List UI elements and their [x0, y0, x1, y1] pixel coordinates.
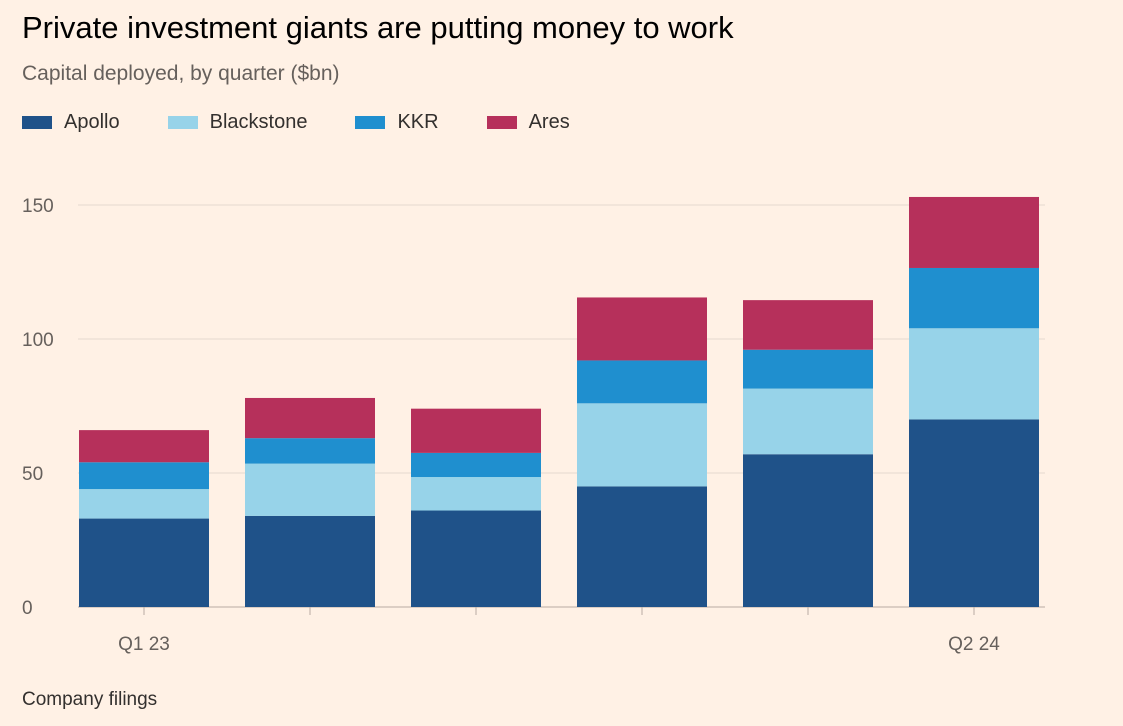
bar-blackstone-q1-24	[743, 388, 873, 455]
bar-ares-q2-23	[245, 397, 375, 439]
legend-label-kkr: KKR	[397, 111, 439, 133]
y-tick-label-50: 50	[22, 464, 43, 485]
bar-blackstone-q4-23	[577, 403, 707, 487]
y-tick-label-100: 100	[22, 330, 54, 351]
legend-swatch-ares	[486, 116, 517, 129]
bar-kkr-q1-23	[79, 462, 209, 490]
legend-swatch-apollo	[22, 116, 52, 129]
x-tick-label-q1-23: Q1 23	[118, 634, 170, 655]
bar-apollo-q1-24	[743, 454, 873, 607]
legend-label-blackstone: Blackstone	[209, 111, 308, 133]
bar-kkr-q3-23	[411, 452, 541, 478]
legend-swatch-kkr	[355, 116, 386, 129]
bar-apollo-q2-24	[909, 419, 1039, 607]
bar-blackstone-q2-24	[909, 328, 1039, 420]
legend-item-kkr: KKR	[355, 111, 439, 134]
chart-subtitle: Capital deployed, by quarter ($bn)	[22, 62, 340, 85]
legend-swatch-blackstone	[167, 116, 198, 129]
bar-ares-q1-23	[79, 430, 209, 463]
y-tick-label-150: 150	[22, 196, 54, 217]
bar-apollo-q2-23	[245, 515, 375, 607]
y-tick-label-0: 0	[22, 598, 33, 619]
bar-apollo-q1-23	[79, 518, 209, 607]
bar-blackstone-q1-23	[79, 489, 209, 519]
bar-ares-q4-23	[577, 297, 707, 361]
legend-item-apollo: Apollo	[22, 111, 120, 134]
bar-kkr-q1-24	[743, 349, 873, 389]
bar-blackstone-q3-23	[411, 477, 541, 511]
bar-ares-q1-24	[743, 300, 873, 350]
legend-label-ares: Ares	[528, 111, 570, 133]
bar-kkr-q2-23	[245, 438, 375, 464]
bar-kkr-q4-23	[577, 360, 707, 404]
bar-ares-q2-24	[909, 196, 1039, 268]
legend-item-ares: Ares	[486, 111, 570, 134]
bar-apollo-q4-23	[577, 486, 707, 607]
bar-apollo-q3-23	[411, 510, 541, 607]
legend-label-apollo: Apollo	[64, 111, 120, 133]
bar-ares-q3-23	[411, 408, 541, 453]
bar-kkr-q2-24	[909, 267, 1039, 329]
legend: Apollo Blackstone KKR Ares	[22, 111, 618, 134]
x-tick-label-q2-24: Q2 24	[948, 634, 1000, 655]
chart-title: Private investment giants are putting mo…	[22, 10, 734, 45]
source-note: Company filings	[22, 689, 158, 710]
bar-blackstone-q2-23	[245, 463, 375, 516]
legend-item-blackstone: Blackstone	[167, 111, 308, 134]
